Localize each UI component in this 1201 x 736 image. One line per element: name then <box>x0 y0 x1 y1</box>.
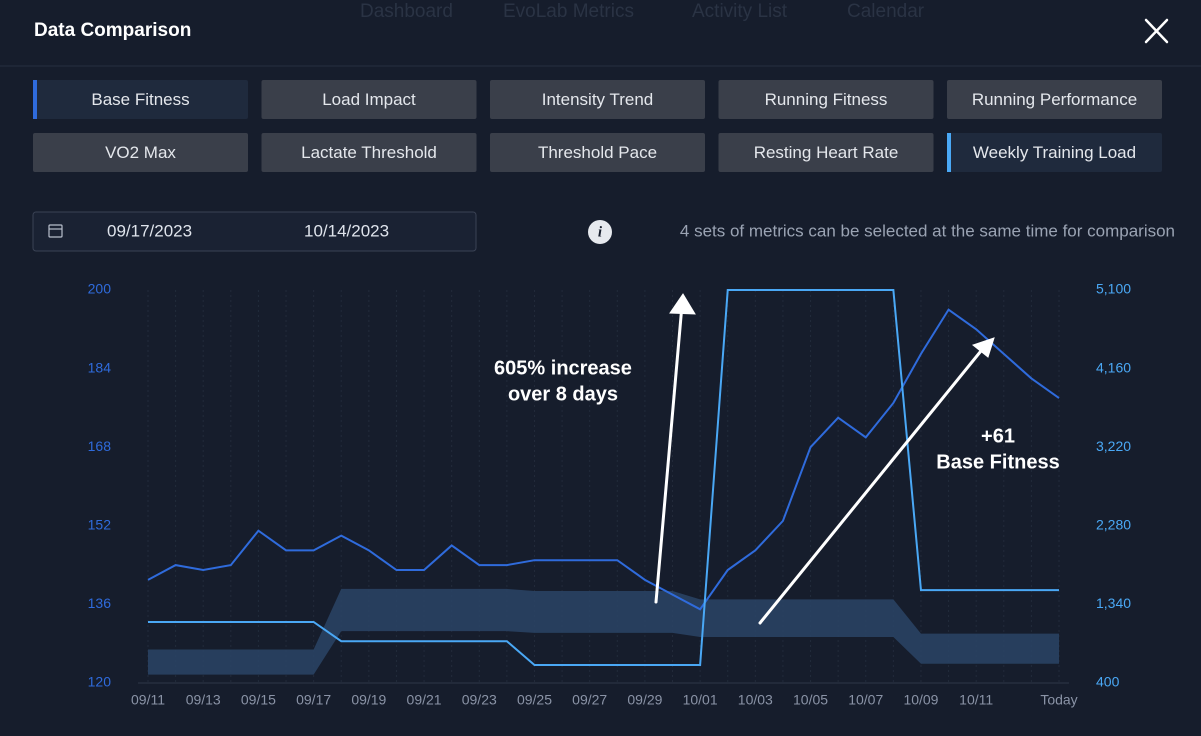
close-button[interactable] <box>1144 18 1169 44</box>
y-tick-label: 168 <box>88 438 112 454</box>
button-label: Running Fitness <box>765 90 888 109</box>
x-tick-label: 10/01 <box>683 692 718 708</box>
button-bg <box>261 133 477 172</box>
end-date: 10/14/2023 <box>304 221 389 240</box>
y2-tick-label: 3,220 <box>1096 438 1131 454</box>
date-picker[interactable] <box>32 211 477 252</box>
dialog-title: Data Comparison <box>34 20 191 41</box>
x-tick-label: 09/29 <box>627 692 662 708</box>
annotation: 605% increase <box>494 357 632 379</box>
x-tick-label: 10/05 <box>793 692 828 708</box>
button-label: Weekly Training Load <box>973 143 1136 162</box>
button-bg <box>33 80 248 119</box>
metric-button[interactable]: VO2 Max <box>33 133 248 172</box>
x-tick-label: 10/03 <box>738 692 773 708</box>
button-label: Intensity Trend <box>542 90 654 109</box>
button-bg <box>718 80 934 119</box>
button-accent <box>33 80 37 119</box>
button-accent <box>947 133 951 172</box>
button-label: Resting Heart Rate <box>754 143 899 162</box>
y-tick-label: 184 <box>88 359 112 375</box>
button-bg <box>33 133 248 172</box>
info-icon: i <box>588 220 612 244</box>
x-tick-label: 09/13 <box>186 692 221 708</box>
x-tick-label: 09/25 <box>517 692 552 708</box>
y2-tick-label: 4,160 <box>1096 359 1131 375</box>
y-tick-label: 136 <box>88 595 112 611</box>
annotation: over 8 days <box>508 383 618 405</box>
chart: 120 136 152 168 184 200 400 1,340 2,280 3,220 4,16… <box>88 281 1132 708</box>
x-tick-label: 09/17 <box>296 692 331 708</box>
metric-button[interactable]: Load Impact <box>261 80 477 119</box>
y2-tick-label: 1,340 <box>1096 595 1131 611</box>
button-bg <box>718 133 934 172</box>
button-bg <box>947 80 1162 119</box>
background-nav: Calendar <box>847 1 925 22</box>
x-tick-label: Today <box>1040 692 1077 708</box>
svg-text:i: i <box>598 224 603 240</box>
y2-tick-label: 5,100 <box>1096 281 1131 297</box>
range-band <box>148 588 1059 675</box>
x-tick-label: 10/11 <box>959 692 993 708</box>
metric-button[interactable]: Running Performance <box>947 80 1162 119</box>
button-label: Load Impact <box>322 90 416 109</box>
background-nav: EvoLab Metrics <box>503 1 634 22</box>
metric-button[interactable]: Lactate Threshold <box>261 133 477 172</box>
button-bg <box>490 133 705 172</box>
metric-button[interactable]: Base Fitness <box>33 80 248 119</box>
x-tick-label: 09/21 <box>407 692 442 708</box>
x-tick-label: 10/09 <box>903 692 938 708</box>
x-tick-label: 09/15 <box>241 692 276 708</box>
start-date: 09/17/2023 <box>107 221 192 240</box>
button-label: Threshold Pace <box>538 143 657 162</box>
button-bg <box>490 80 705 119</box>
button-bg <box>261 80 477 119</box>
annotation: Base Fitness <box>936 451 1059 473</box>
background-nav: Dashboard <box>360 1 453 22</box>
y2-tick-label: 400 <box>1096 674 1120 690</box>
x-tick-label: 10/07 <box>848 692 883 708</box>
background-nav: Activity List <box>692 1 788 22</box>
x-tick-label: 09/11 <box>131 692 165 708</box>
button-label: Running Performance <box>972 90 1137 109</box>
metric-button[interactable]: Threshold Pace <box>490 133 705 172</box>
x-tick-label: 09/27 <box>572 692 607 708</box>
metric-button[interactable]: Weekly Training Load <box>947 133 1162 172</box>
metric-button[interactable]: Running Fitness <box>718 80 934 119</box>
y2-tick-label: 2,280 <box>1096 517 1131 533</box>
button-label: VO2 Max <box>105 143 176 162</box>
annotation: +61 <box>981 425 1015 447</box>
metric-button[interactable]: Intensity Trend <box>490 80 705 119</box>
x-tick-label: 09/19 <box>351 692 386 708</box>
metric-button[interactable]: Resting Heart Rate <box>718 133 934 172</box>
button-label: Lactate Threshold <box>301 143 437 162</box>
y-tick-label: 120 <box>88 674 112 690</box>
x-tick-label: 09/23 <box>462 692 497 708</box>
button-bg <box>947 133 1162 172</box>
info-text: 4 sets of metrics can be selected at the… <box>680 221 1175 240</box>
y-tick-label: 152 <box>88 517 112 533</box>
button-label: Base Fitness <box>91 90 189 109</box>
series-line <box>147 308 1060 611</box>
y-tick-label: 200 <box>88 281 112 297</box>
annotation-arrows <box>654 293 995 625</box>
